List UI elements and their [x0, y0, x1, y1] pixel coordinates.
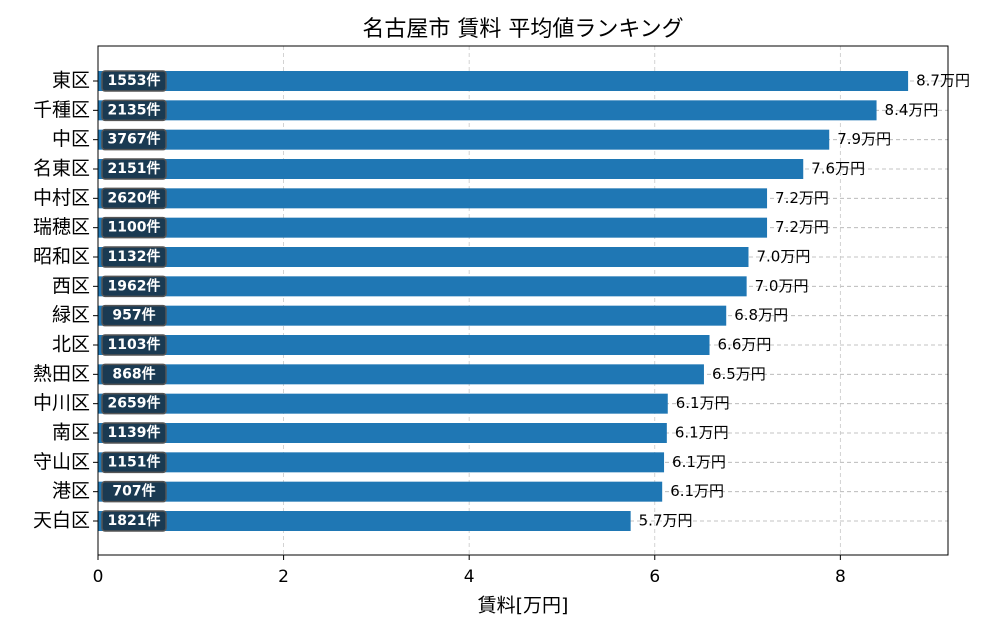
value-label: 8.4万円 [885, 101, 939, 119]
bar [98, 335, 710, 355]
count-label: 1151件 [108, 453, 161, 470]
bar [98, 159, 804, 179]
count-badge [101, 422, 167, 444]
count-badge [101, 392, 167, 415]
count-badge [101, 451, 167, 474]
count-label: 1553件 [108, 72, 161, 89]
value-label: 7.2万円 [775, 189, 829, 207]
bar [98, 276, 747, 297]
count-badge [101, 99, 167, 122]
count-badge [101, 480, 167, 503]
value-label: 5.7万円 [639, 512, 693, 530]
count-badge [101, 334, 167, 356]
value-label: 7.0万円 [756, 248, 810, 266]
count-badge [101, 363, 167, 386]
y-tick-label: 西区 [52, 275, 90, 297]
bar [98, 217, 768, 238]
y-tick-label: 昭和区 [33, 246, 90, 268]
value-label: 7.6万円 [811, 160, 865, 178]
bar [98, 305, 727, 326]
count-label: 1100件 [108, 219, 161, 236]
bar [98, 393, 668, 414]
count-label: 1139件 [108, 424, 161, 441]
y-tick-label: 中区 [52, 128, 90, 150]
count-badge [101, 128, 167, 151]
value-label: 6.8万円 [734, 306, 788, 324]
bar [98, 423, 667, 443]
bar [98, 452, 665, 473]
count-badge [101, 246, 167, 268]
count-label: 707件 [112, 483, 155, 500]
count-badge [101, 70, 167, 92]
y-tick-label: 中川区 [33, 392, 90, 414]
x-tick-label: 4 [464, 567, 475, 587]
count-badge [101, 216, 167, 239]
count-label: 1132件 [108, 248, 161, 265]
bar [98, 188, 768, 209]
y-tick-label: 名東区 [33, 158, 90, 180]
value-label: 6.1万円 [675, 424, 729, 442]
bar [98, 481, 663, 502]
count-label: 1103件 [108, 336, 161, 353]
plot-frame [97, 45, 949, 556]
value-label: 6.1万円 [670, 482, 724, 500]
count-label: 2620件 [108, 189, 161, 206]
count-label: 957件 [112, 307, 155, 324]
value-label: 6.6万円 [718, 336, 772, 354]
count-label: 2151件 [108, 160, 161, 177]
count-label: 1962件 [108, 277, 161, 294]
value-label: 6.5万円 [712, 365, 766, 383]
count-badge [101, 304, 167, 327]
value-label: 6.1万円 [676, 394, 730, 412]
count-label: 868件 [112, 365, 155, 382]
y-tick-label: 守山区 [33, 451, 90, 473]
count-label: 2135件 [108, 101, 161, 118]
y-tick-label: 瑞穂区 [33, 216, 90, 238]
count-badge [101, 275, 167, 298]
x-tick-label: 6 [649, 567, 660, 587]
bar [98, 100, 877, 121]
bar [98, 247, 749, 267]
count-badge [101, 187, 167, 210]
count-label: 1821件 [108, 512, 161, 529]
count-badge [101, 158, 167, 180]
y-tick-label: 北区 [52, 334, 90, 356]
y-tick-label: 緑区 [52, 304, 90, 326]
y-tick-label: 中村区 [33, 187, 90, 209]
bar [98, 364, 704, 385]
bar [98, 71, 909, 91]
chart-title: 名古屋市 賃料 平均値ランキング [362, 17, 683, 42]
count-label: 2659件 [108, 395, 161, 412]
x-tick-label: 0 [93, 567, 104, 587]
y-tick-label: 千種区 [33, 99, 90, 121]
x-axis-label: 賃料[万円] [478, 595, 569, 617]
value-label: 7.0万円 [755, 277, 809, 295]
value-label: 7.9万円 [837, 130, 891, 148]
y-tick-label: 天白区 [33, 510, 90, 532]
count-badge [101, 510, 167, 532]
x-tick-label: 8 [835, 567, 846, 587]
y-tick-label: 熱田区 [33, 363, 90, 385]
y-tick-label: 南区 [52, 422, 90, 444]
y-tick-label: 港区 [52, 480, 90, 502]
value-label: 8.7万円 [916, 72, 970, 90]
y-tick-label: 東区 [52, 70, 90, 92]
x-tick-label: 2 [278, 567, 289, 587]
bar [98, 129, 830, 150]
bar [98, 511, 631, 531]
value-label: 6.1万円 [672, 453, 726, 471]
count-label: 3767件 [108, 131, 161, 148]
value-label: 7.2万円 [775, 218, 829, 236]
